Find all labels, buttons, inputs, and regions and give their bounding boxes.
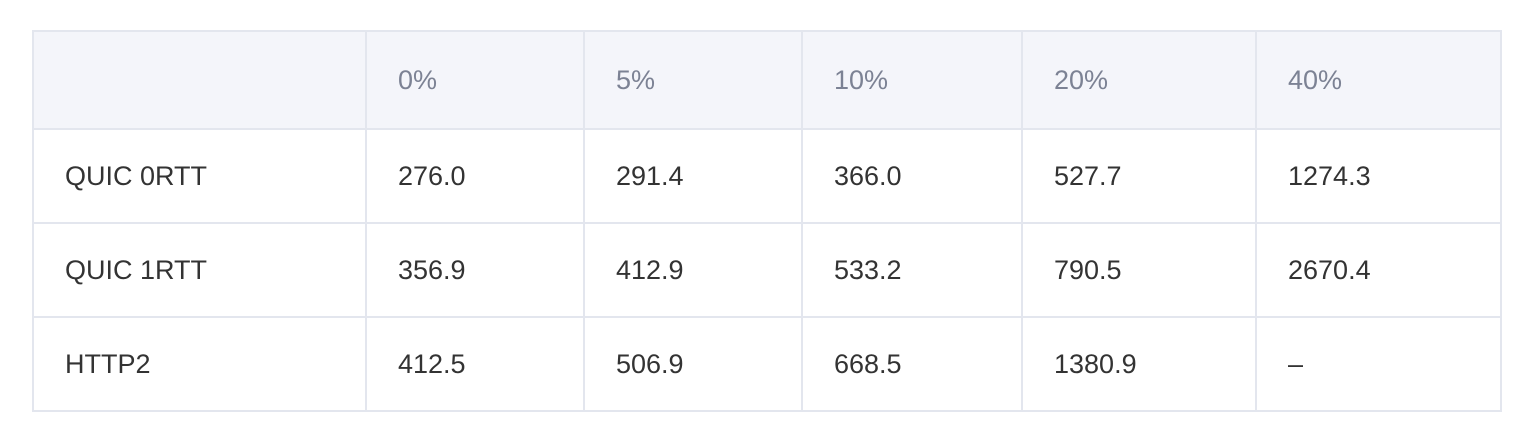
header-cell-corner (32, 30, 367, 130)
table-cell: 276.0 (365, 128, 585, 224)
header-cell-5pct: 5% (583, 30, 803, 130)
table-row: HTTP2 412.5 506.9 668.5 1380.9 – (32, 316, 1502, 412)
header-cell-20pct: 20% (1021, 30, 1257, 130)
table-cell: 366.0 (801, 128, 1023, 224)
table-cell: – (1255, 316, 1502, 412)
header-row: 0% 5% 10% 20% 40% (32, 30, 1502, 130)
header-cell-10pct: 10% (801, 30, 1023, 130)
table-cell: 412.9 (583, 222, 803, 318)
table-header: 0% 5% 10% 20% 40% (32, 30, 1502, 130)
table-cell: 1274.3 (1255, 128, 1502, 224)
table-cell: 291.4 (583, 128, 803, 224)
table-cell: 412.5 (365, 316, 585, 412)
table-cell: 506.9 (583, 316, 803, 412)
table-body: QUIC 0RTT 276.0 291.4 366.0 527.7 1274.3… (32, 128, 1502, 412)
table-cell: 533.2 (801, 222, 1023, 318)
table-row: QUIC 1RTT 356.9 412.9 533.2 790.5 2670.4 (32, 222, 1502, 318)
table-cell: 356.9 (365, 222, 585, 318)
table-row: QUIC 0RTT 276.0 291.4 366.0 527.7 1274.3 (32, 128, 1502, 224)
header-cell-0pct: 0% (365, 30, 585, 130)
table-cell: 527.7 (1021, 128, 1257, 224)
table-cell: 1380.9 (1021, 316, 1257, 412)
table-cell: 668.5 (801, 316, 1023, 412)
row-label: QUIC 1RTT (32, 222, 367, 318)
header-cell-40pct: 40% (1255, 30, 1502, 130)
results-table: 0% 5% 10% 20% 40% QUIC 0RTT 276.0 291.4 … (32, 30, 1502, 412)
results-table-container: 0% 5% 10% 20% 40% QUIC 0RTT 276.0 291.4 … (32, 30, 1502, 412)
table-cell: 790.5 (1021, 222, 1257, 318)
row-label: QUIC 0RTT (32, 128, 367, 224)
row-label: HTTP2 (32, 316, 367, 412)
table-cell: 2670.4 (1255, 222, 1502, 318)
